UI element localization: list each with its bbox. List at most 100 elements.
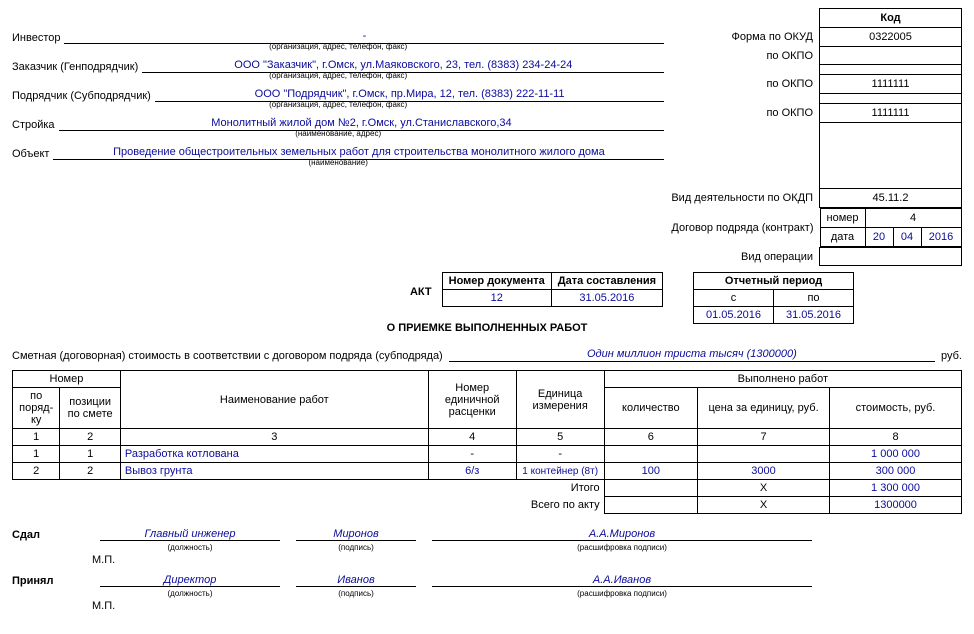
value-construction: Монолитный жилой дом №2, г.Омск, ул.Стан… <box>59 117 665 131</box>
r2-order: 2 <box>13 463 60 480</box>
okpo2-label: по ОКПО <box>670 104 819 123</box>
amount-value: Один миллион триста тысяч (1300000) <box>449 348 935 362</box>
contract-label: Договор подряда (контракт) <box>670 208 819 248</box>
cap-customer: (организация, адрес, телефон, факс) <box>12 72 664 80</box>
okpo2-value: 1111111 <box>820 104 962 123</box>
label-contractor: Подрядчик (Субподрядчик) <box>12 90 155 102</box>
r1-name: Разработка котлована <box>120 446 428 463</box>
works-table: Номер Наименование работ Номер единичной… <box>12 370 962 514</box>
doc-num-label: Номер документа <box>442 273 551 290</box>
r2-price: 3000 <box>698 463 830 480</box>
prinyal-sign: Иванов <box>296 574 416 587</box>
sdal-name: А.А.Миронов <box>432 528 812 541</box>
r2-cost: 300 000 <box>830 463 962 480</box>
label-customer: Заказчик (Генподрядчик) <box>12 61 142 73</box>
period-table: Отчетный период спо 01.05.201631.05.2016 <box>693 272 854 324</box>
amount-suffix: руб. <box>941 350 962 362</box>
cap-construction: (наименование, адрес) <box>12 130 664 138</box>
value-investor: - <box>64 30 664 44</box>
contract-date-m: 04 <box>893 228 921 247</box>
sdal-position: Главный инженер <box>100 528 280 541</box>
r2-pos: 2 <box>60 463 120 480</box>
okdp-label: Вид деятельности по ОКДП <box>670 189 819 208</box>
r2-name: Вывоз грунта <box>120 463 428 480</box>
value-object: Проведение общестроительных земельных ра… <box>53 146 664 160</box>
r1-cost: 1 000 000 <box>830 446 962 463</box>
r1-price <box>698 446 830 463</box>
coln-3: 3 <box>120 429 428 446</box>
hdr-number: Номер <box>13 371 121 388</box>
period-to: 31.05.2016 <box>774 307 854 324</box>
hdr-position: позиции по смете <box>60 388 120 429</box>
row-contractor: Подрядчик (Субподрядчик) ООО "Подрядчик"… <box>12 84 664 102</box>
contract-date-y: 2016 <box>921 228 961 247</box>
hdr-unit: Единица измерения <box>516 371 604 429</box>
r1-pos: 1 <box>60 446 120 463</box>
hdr-name: Наименование работ <box>120 371 428 429</box>
r2-unitprice: 6/з <box>428 463 516 480</box>
label-object: Объект <box>12 148 53 160</box>
sdal-name-cap: (расшифровка подписи) <box>432 543 812 552</box>
operation-value <box>820 248 962 266</box>
r1-qty <box>604 446 697 463</box>
prinyal-name: А.А.Иванов <box>432 574 812 587</box>
row-construction: Стройка Монолитный жилой дом №2, г.Омск,… <box>12 113 664 131</box>
prinyal-position: Директор <box>100 574 280 587</box>
row-object: Объект Проведение общестроительных земел… <box>12 142 664 160</box>
coln-2: 2 <box>60 429 120 446</box>
period-from-label: с <box>694 290 774 307</box>
table-row: 1 1 Разработка котлована - - 1 000 000 <box>13 446 962 463</box>
sdal-pos-cap: (должность) <box>100 543 280 552</box>
itogo-label: Итого <box>13 480 605 497</box>
contract-num-label: номер <box>820 209 865 228</box>
prinyal-sign-cap: (подпись) <box>296 589 416 598</box>
doc-date-value: 31.05.2016 <box>551 290 662 307</box>
doc-date-label: Дата составления <box>551 273 662 290</box>
code-title: Код <box>820 9 962 28</box>
period-label: Отчетный период <box>694 273 854 290</box>
period-to-label: по <box>774 290 854 307</box>
prinyal-mp: М.П. <box>92 600 962 612</box>
operation-label: Вид операции <box>670 248 819 266</box>
sdal-sign: Миронов <box>296 528 416 541</box>
coln-6: 6 <box>604 429 697 446</box>
itogo-x: X <box>698 480 830 497</box>
coln-4: 4 <box>428 429 516 446</box>
hdr-qty: количество <box>604 388 697 429</box>
prinyal-label: Принял <box>12 575 92 587</box>
okud-value: 0322005 <box>820 28 962 47</box>
coln-5: 5 <box>516 429 604 446</box>
label-construction: Стройка <box>12 119 59 131</box>
total-label: Всего по акту <box>13 497 605 514</box>
code-table: Код Форма по ОКУД0322005 по ОКПО по ОКПО… <box>670 8 962 266</box>
row-investor: Инвестор - <box>12 26 664 44</box>
r1-unit: - <box>516 446 604 463</box>
doc-num-value: 12 <box>442 290 551 307</box>
label-investor: Инвестор <box>12 32 64 44</box>
hdr-price: цена за единицу, руб. <box>698 388 830 429</box>
r2-unit: 1 контейнер (8т) <box>516 463 604 480</box>
table-row: 2 2 Вывоз грунта 6/з 1 контейнер (8т) 10… <box>13 463 962 480</box>
r2-qty: 100 <box>604 463 697 480</box>
doc-title1: АКТ <box>410 286 432 298</box>
hdr-unit-price-num: Номер единичной расценки <box>428 371 516 429</box>
hdr-cost: стоимость, руб. <box>830 388 962 429</box>
total-x: X <box>698 497 830 514</box>
cap-object: (наименование) <box>12 159 664 167</box>
coln-7: 7 <box>698 429 830 446</box>
okud-label: Форма по ОКУД <box>670 28 819 47</box>
contract-num-value: 4 <box>865 209 961 228</box>
hdr-done: Выполнено работ <box>604 371 961 388</box>
r1-unitprice: - <box>428 446 516 463</box>
contract-date-label: дата <box>820 228 865 247</box>
amount-prefix: Сметная (договорная) стоимость в соответ… <box>12 350 443 362</box>
sdal-sign-cap: (подпись) <box>296 543 416 552</box>
prinyal-pos-cap: (должность) <box>100 589 280 598</box>
total-cost: 1300000 <box>830 497 962 514</box>
sdal-mp: М.П. <box>92 554 962 566</box>
okpo1-value: 1111111 <box>820 75 962 94</box>
value-contractor: ООО "Подрядчик", г.Омск, пр.Мира, 12, те… <box>155 88 665 102</box>
okpo1-label: по ОКПО <box>670 75 819 94</box>
contract-label-text: Договор подряда (контракт) <box>671 222 813 234</box>
row-customer: Заказчик (Генподрядчик) ООО "Заказчик", … <box>12 55 664 73</box>
